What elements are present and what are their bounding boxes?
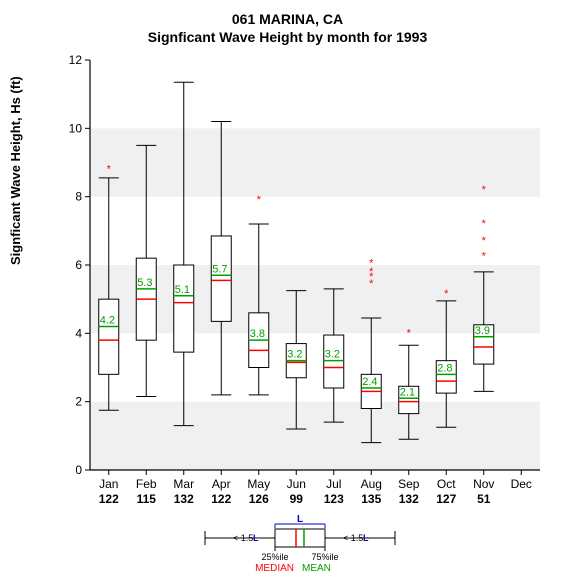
svg-text:*: * [482, 184, 487, 196]
svg-text:Jul: Jul [326, 477, 341, 491]
svg-text:Aug: Aug [361, 477, 382, 491]
svg-text:*: * [482, 235, 487, 247]
svg-text:Jun: Jun [287, 477, 306, 491]
svg-text:8: 8 [75, 190, 82, 204]
svg-text:115: 115 [137, 492, 157, 506]
svg-text:*: * [107, 163, 112, 175]
svg-text:126: 126 [249, 492, 269, 506]
svg-text:5.3: 5.3 [137, 277, 152, 289]
svg-text:2.4: 2.4 [362, 376, 377, 388]
svg-text:25%ile: 25%ile [261, 552, 288, 562]
svg-text:132: 132 [399, 492, 419, 506]
svg-text:122: 122 [99, 492, 119, 506]
svg-text:75%ile: 75%ile [311, 552, 338, 562]
legend: L< 1.5L< 1.5L25%ile75%ileMEDIANMEAN [175, 515, 425, 575]
svg-text:Dec: Dec [511, 477, 532, 491]
svg-text:Jan: Jan [99, 477, 118, 491]
svg-text:123: 123 [324, 492, 344, 506]
title-line1: 061 MARINA, CA [0, 10, 575, 28]
svg-text:4.2: 4.2 [100, 315, 115, 327]
svg-text:2.8: 2.8 [437, 362, 452, 374]
svg-text:0: 0 [75, 463, 82, 477]
svg-text:3.8: 3.8 [250, 328, 265, 340]
svg-text:132: 132 [174, 492, 194, 506]
chart-title: 061 MARINA, CA Signficant Wave Height by… [0, 0, 575, 46]
svg-text:6: 6 [75, 258, 82, 272]
svg-text:122: 122 [211, 492, 231, 506]
svg-text:4: 4 [75, 326, 82, 340]
svg-text:2.1: 2.1 [400, 386, 415, 398]
y-axis-label: Signficant Wave Height, Hs (ft) [8, 76, 23, 265]
svg-text:*: * [482, 218, 487, 230]
legend-svg: L< 1.5L< 1.5L25%ile75%ileMEDIANMEAN [175, 515, 425, 575]
svg-text:5.1: 5.1 [175, 284, 190, 296]
svg-text:Apr: Apr [212, 477, 231, 491]
svg-text:*: * [369, 257, 374, 269]
svg-text:12: 12 [69, 55, 83, 67]
svg-text:3.2: 3.2 [287, 349, 302, 361]
svg-text:Oct: Oct [437, 477, 456, 491]
svg-text:127: 127 [436, 492, 456, 506]
svg-text:May: May [247, 477, 270, 491]
svg-text:Feb: Feb [136, 477, 157, 491]
svg-text:99: 99 [290, 492, 304, 506]
svg-text:*: * [482, 250, 487, 262]
svg-text:*: * [444, 288, 449, 300]
svg-text:135: 135 [361, 492, 381, 506]
title-line2: Signficant Wave Height by month for 1993 [0, 28, 575, 46]
svg-text:3.2: 3.2 [325, 349, 340, 361]
svg-text:< 1.5: < 1.5 [343, 533, 363, 543]
svg-text:MEDIAN: MEDIAN [255, 563, 294, 574]
svg-text:51: 51 [477, 492, 491, 506]
svg-text:*: * [257, 194, 262, 206]
svg-text:*: * [407, 327, 412, 339]
svg-text:L: L [363, 533, 369, 543]
svg-text:2: 2 [75, 395, 82, 409]
svg-text:MEAN: MEAN [302, 563, 331, 574]
svg-text:3.9: 3.9 [475, 325, 490, 337]
svg-text:Mar: Mar [173, 477, 194, 491]
svg-text:Sep: Sep [398, 477, 420, 491]
svg-text:5.7: 5.7 [212, 263, 227, 275]
plot-area: 024681012Jan122Feb115Mar132Apr122May126J… [60, 55, 550, 475]
svg-text:< 1.5: < 1.5 [233, 533, 253, 543]
chart-container: 061 MARINA, CA Signficant Wave Height by… [0, 0, 575, 580]
svg-text:10: 10 [69, 121, 83, 135]
svg-text:L: L [297, 515, 303, 525]
boxplot-svg: 024681012Jan122Feb115Mar132Apr122May126J… [60, 55, 550, 525]
svg-text:Nov: Nov [473, 477, 494, 491]
svg-text:L: L [253, 533, 259, 543]
